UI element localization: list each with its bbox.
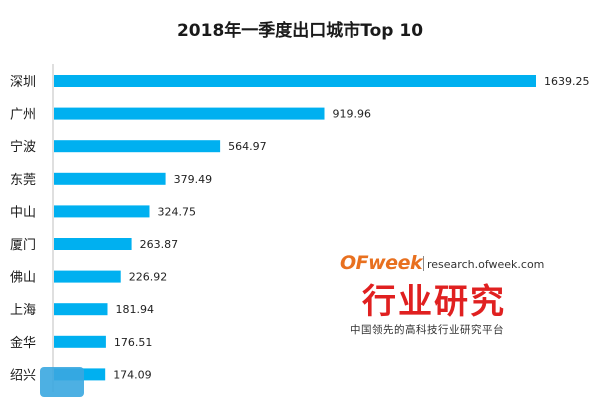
value-label: 263.87 [140, 238, 179, 251]
ofweek-logo: OFweek [340, 252, 423, 274]
category-label: 广州 [10, 108, 36, 123]
watermark-site: research.ofweek.com [427, 258, 545, 271]
bar [54, 238, 132, 250]
corner-logo-icon [40, 367, 84, 397]
category-label: 佛山 [10, 271, 36, 286]
bar [54, 75, 536, 87]
category-label: 绍兴 [10, 368, 36, 383]
category-label: 深圳 [10, 75, 36, 90]
bar [54, 205, 150, 218]
watermark-tagline: 中国领先的高科技行业研究平台 [350, 324, 504, 336]
bar [54, 335, 106, 348]
value-label: 379.49 [174, 173, 213, 186]
bar [54, 270, 121, 283]
value-label: 226.92 [129, 271, 168, 284]
value-label: 919.96 [333, 108, 372, 121]
value-label: 564.97 [228, 140, 266, 153]
watermark-divider [423, 256, 424, 271]
chart-title: 2018年一季度出口城市Top 10 [176, 21, 424, 41]
category-label: 厦门 [10, 238, 36, 253]
watermark-headline: 行业研究 [362, 282, 506, 322]
category-label: 东莞 [10, 173, 36, 188]
value-label: 1639.25 [544, 75, 590, 88]
value-label: 174.09 [113, 368, 152, 381]
category-label: 中山 [10, 205, 36, 220]
bar [54, 107, 325, 120]
category-label: 上海 [10, 303, 36, 318]
value-label: 181.94 [115, 303, 153, 316]
category-label: 金华 [10, 335, 36, 351]
value-label: 324.75 [157, 205, 196, 218]
bar [54, 303, 108, 316]
ofweek-watermark: OFweek research.ofweek.com 行业研究 中国领先的高科技… [332, 250, 562, 342]
bar [54, 172, 166, 185]
category-label: 宁波 [10, 139, 36, 155]
value-label: 176.51 [114, 336, 153, 349]
bar [54, 140, 221, 153]
